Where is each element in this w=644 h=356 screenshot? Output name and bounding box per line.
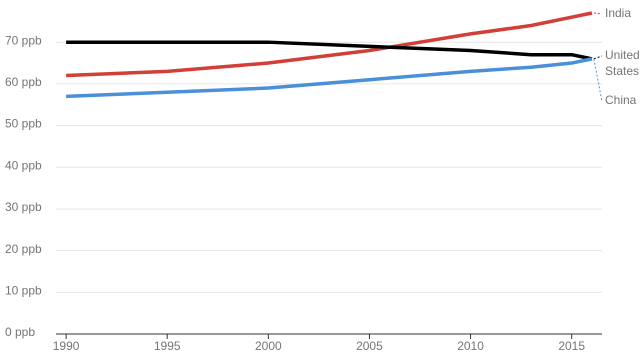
leader-line [593,58,603,102]
x-tick-label: 1995 [154,339,181,353]
series-label: United States [605,48,640,78]
y-tick-label: 0 ppb [5,325,35,339]
series-line [66,11,593,78]
x-tick-label: 1990 [53,339,80,353]
leader-line [593,55,603,60]
series-label: China [605,93,637,107]
series-label: India [605,6,631,20]
x-tick-label: 2010 [457,339,484,353]
y-tick-label: 60 ppb [5,75,42,89]
x-tick-label: 2000 [255,339,282,353]
x-tick-label: 2005 [356,339,383,353]
y-tick-label: 50 ppb [5,117,42,131]
x-tick-label: 2015 [558,339,585,353]
y-tick-label: 40 ppb [5,158,42,172]
leader-line [593,12,602,15]
y-tick-label: 20 ppb [5,242,42,256]
y-tick-label: 10 ppb [5,283,42,297]
series-line [66,40,593,61]
series-line [66,57,593,99]
y-tick-label: 30 ppb [5,200,42,214]
y-tick-label: 70 ppb [5,33,42,47]
